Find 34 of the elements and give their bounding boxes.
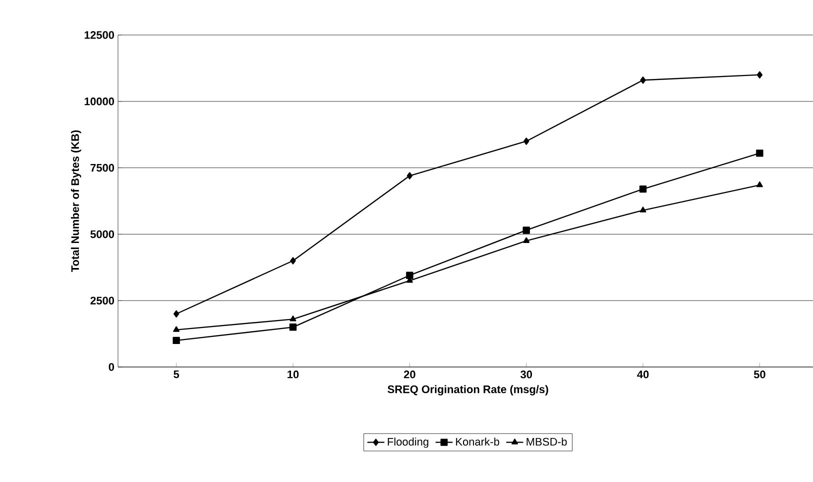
point: [756, 150, 764, 157]
legend-label: MBSD-b: [526, 438, 567, 446]
x-tick-label: 30: [520, 370, 532, 378]
x-tick-label: 5: [174, 370, 180, 378]
point: [523, 237, 530, 243]
x-axis-title: SREQ Origination Rate (msg/s): [388, 385, 548, 396]
point: [173, 326, 180, 332]
legend-label: Flooding: [388, 438, 428, 448]
point: [406, 172, 413, 180]
point: [756, 181, 763, 188]
point: [173, 310, 180, 318]
point: [172, 336, 180, 344]
point: [640, 76, 646, 84]
point: [523, 138, 530, 145]
y-tick-label: 10000: [84, 98, 114, 106]
point: [756, 71, 763, 78]
legend-label: Konark-b: [456, 438, 500, 446]
x-tick-label: 10: [288, 370, 299, 378]
x-tick-label: 50: [754, 370, 766, 378]
x-tick-label: 20: [404, 370, 416, 378]
y-tick-label: 0: [108, 363, 114, 371]
y-tick-label: 12500: [84, 31, 114, 39]
x-tick-label: 40: [637, 370, 649, 378]
point: [639, 185, 647, 193]
point: [406, 272, 414, 279]
y-axis-title: Total Number of Bytes (KB): [70, 130, 82, 272]
point: [640, 206, 646, 212]
point: [522, 226, 530, 234]
y-tick-label: 2500: [90, 296, 114, 304]
point: [290, 316, 296, 322]
y-tick-label: 7500: [90, 164, 114, 172]
point: [289, 324, 297, 331]
y-tick-label: 5000: [90, 230, 114, 238]
point: [290, 257, 296, 264]
